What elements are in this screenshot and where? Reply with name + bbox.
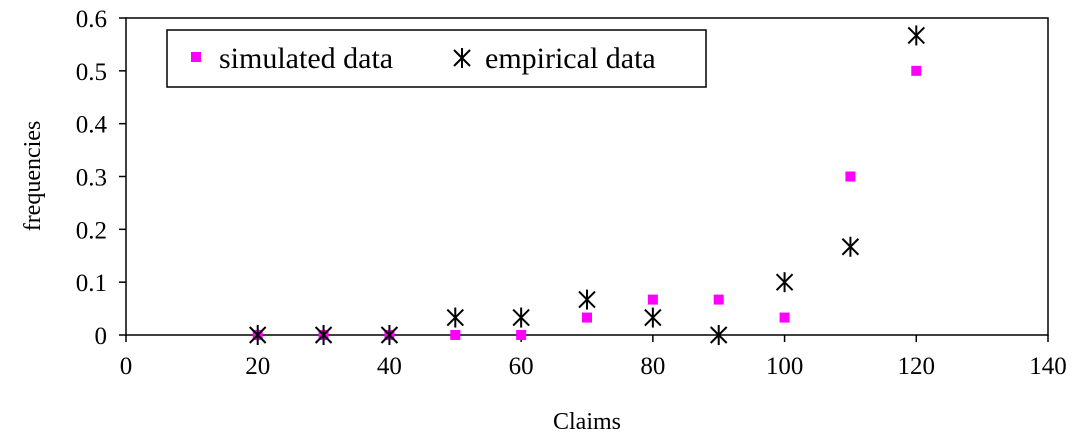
point-empirical [380, 325, 399, 345]
y-tick-label: 0 [95, 323, 108, 350]
point-simulated [713, 294, 724, 305]
x-axis-title: Claims [553, 409, 621, 435]
axes: 0 20 40 60 80 100 120 140 0 0.1 0.2 0.3 0.4 0.5 0.6 [76, 6, 1067, 380]
point-simulated [779, 312, 790, 323]
point-empirical [446, 307, 464, 328]
x-tick-label: 20 [245, 353, 270, 380]
point-empirical [249, 325, 267, 345]
y-tick-label: 0.4 [76, 112, 108, 139]
x-tick-label: 100 [766, 353, 804, 380]
y-axis-title: frequencies [20, 121, 46, 232]
point-empirical [578, 289, 596, 310]
point-empirical [841, 236, 860, 257]
y-tick-label: 0.5 [76, 59, 107, 86]
point-simulated [516, 330, 527, 340]
y-tick-label: 0.6 [76, 6, 107, 33]
x-tick-label: 140 [1029, 353, 1067, 380]
point-empirical [710, 325, 728, 345]
x-tick-label: 0 [120, 353, 133, 380]
x-tick-label: 60 [509, 353, 534, 380]
point-simulated [450, 330, 461, 340]
legend-box [166, 29, 707, 88]
point-empirical [644, 307, 662, 328]
point-simulated [911, 65, 922, 76]
point-simulated [582, 312, 592, 323]
y-tick-label: 0.3 [76, 165, 107, 192]
point-simulated [647, 294, 658, 305]
x-tick-label: 80 [640, 353, 665, 380]
data-marks [249, 25, 925, 345]
point-simulated [845, 171, 856, 182]
point-empirical [907, 25, 925, 46]
point-empirical [314, 325, 333, 345]
legend-label-simulated: simulated data [219, 42, 393, 75]
legend-marker-empirical [453, 48, 471, 68]
legend-label-empirical: empirical data [485, 42, 656, 75]
point-empirical [775, 272, 794, 293]
x-tick-label: 120 [898, 353, 936, 380]
y-tick-label: 0.1 [76, 270, 107, 297]
legend-marker-simulated [191, 52, 201, 62]
y-tick-label: 0.2 [76, 217, 107, 244]
x-tick-label: 40 [377, 353, 402, 380]
point-empirical [512, 307, 530, 328]
legend: simulated data empirical data [166, 29, 707, 88]
